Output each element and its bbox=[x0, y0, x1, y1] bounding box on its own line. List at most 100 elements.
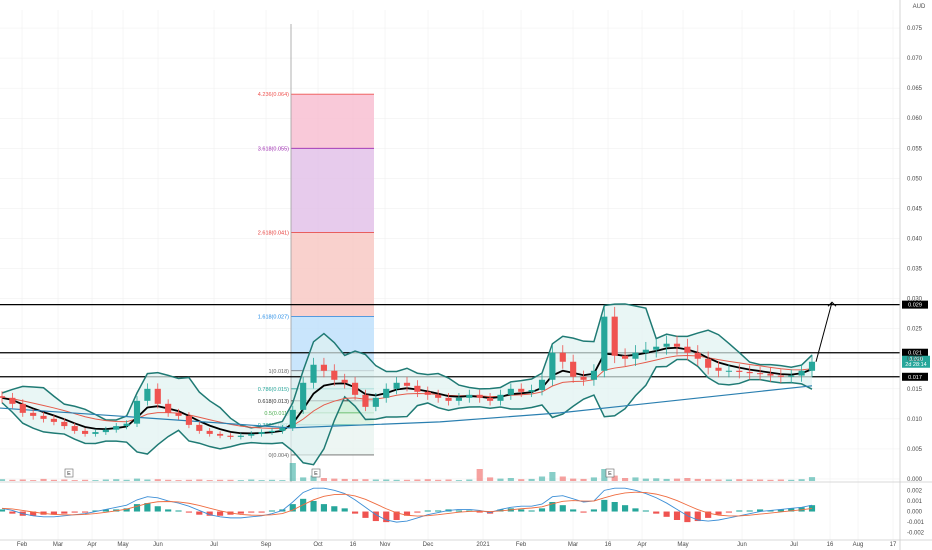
candle-body bbox=[268, 430, 276, 433]
fib-level-label: 3.618(0.055) bbox=[258, 146, 289, 152]
candle-body bbox=[40, 415, 47, 419]
macd-histogram-bar bbox=[82, 511, 89, 513]
volume-bar bbox=[310, 475, 317, 481]
candle-body bbox=[767, 373, 774, 376]
candle-body bbox=[19, 403, 26, 413]
macd-histogram-bar bbox=[175, 510, 182, 512]
x-tick-label: Jun bbox=[153, 542, 163, 548]
candle-body bbox=[705, 358, 712, 368]
x-tick-label: Mar bbox=[568, 542, 578, 548]
volume-bar bbox=[538, 476, 546, 481]
macd-histogram-bar bbox=[538, 508, 546, 512]
macd-histogram-bar bbox=[248, 511, 255, 513]
grid bbox=[0, 10, 900, 540]
volume-bar bbox=[528, 478, 535, 481]
fib-level-label: 1.618(0.027) bbox=[258, 315, 289, 321]
candle-body bbox=[362, 394, 369, 407]
fib-level-label: 0(0.004) bbox=[269, 453, 290, 459]
volume-bar bbox=[518, 479, 525, 481]
x-tick-label: 2021 bbox=[476, 542, 490, 548]
macd-histogram-bar bbox=[601, 499, 608, 512]
macd-histogram-bar bbox=[268, 510, 276, 512]
macd-histogram-bar bbox=[154, 506, 161, 512]
candle-body bbox=[549, 352, 556, 380]
volume-bar bbox=[466, 479, 473, 481]
volume-bar bbox=[133, 478, 141, 481]
macd-histogram-bar bbox=[653, 511, 660, 514]
macd-histogram-bar bbox=[559, 505, 566, 512]
volume-bar bbox=[757, 479, 764, 481]
macd-histogram-bar bbox=[206, 511, 213, 516]
fib-zone bbox=[291, 232, 374, 317]
macd-histogram-bar bbox=[476, 511, 483, 513]
macd-histogram-bar bbox=[383, 511, 390, 523]
macd-histogram-bar bbox=[705, 511, 712, 518]
x-tick-label: Feb bbox=[17, 542, 28, 548]
macd-histogram-bar bbox=[788, 508, 795, 512]
volume-bar bbox=[279, 480, 286, 481]
candle-body bbox=[393, 382, 400, 389]
level-tag bbox=[902, 300, 928, 309]
y-tick-label: 0.030 bbox=[907, 297, 923, 303]
candle-body bbox=[466, 394, 473, 398]
candle-body bbox=[300, 382, 307, 410]
level-tag bbox=[902, 372, 928, 381]
candle-body bbox=[144, 388, 151, 401]
x-tick-label: Sep bbox=[261, 542, 272, 548]
candle-body bbox=[372, 397, 379, 407]
fib-level-label: 1(0.018) bbox=[269, 369, 290, 375]
candle-body bbox=[175, 412, 182, 416]
y-tick-label: 0.060 bbox=[907, 116, 923, 122]
macd-histogram-bar bbox=[767, 510, 774, 512]
candle-body bbox=[757, 373, 764, 375]
volume-bar bbox=[788, 479, 795, 481]
macd-histogram-bar bbox=[341, 508, 348, 512]
volume-bar bbox=[767, 479, 774, 481]
volume-bar bbox=[268, 479, 276, 481]
macd-histogram-bar bbox=[71, 511, 78, 513]
candle-body bbox=[601, 316, 608, 371]
macd-histogram-bar bbox=[424, 510, 431, 512]
macd-histogram-bar bbox=[92, 510, 99, 512]
macd-histogram-bar bbox=[165, 509, 172, 512]
candle-body bbox=[777, 375, 784, 377]
candle-body bbox=[352, 382, 359, 395]
volume-bar bbox=[258, 480, 265, 481]
candle-body bbox=[0, 396, 6, 398]
candle-body bbox=[528, 390, 535, 392]
candle-body bbox=[653, 346, 660, 350]
volume-bar bbox=[196, 479, 203, 481]
macd-histogram-bar bbox=[30, 511, 37, 516]
volume-bar bbox=[725, 479, 732, 481]
x-tick-label: Dec bbox=[423, 542, 434, 548]
volume-bar bbox=[123, 479, 130, 481]
y-tick-label: 0.035 bbox=[907, 267, 923, 273]
candle-body bbox=[497, 394, 504, 401]
fib-level-label: 0.786(0.015) bbox=[258, 387, 289, 393]
candle-body bbox=[570, 361, 577, 377]
volume-bar bbox=[611, 475, 618, 481]
candle-body bbox=[487, 397, 494, 401]
earnings-marker bbox=[605, 468, 615, 478]
x-tick-label: Aug bbox=[853, 542, 864, 548]
volume-bar bbox=[102, 479, 109, 481]
volume-bar bbox=[445, 479, 452, 481]
y-tick-label: 0.015 bbox=[907, 387, 923, 393]
volume-bar bbox=[227, 479, 234, 481]
candle-body bbox=[82, 430, 89, 434]
y-tick-label: 0.045 bbox=[907, 206, 923, 212]
earnings-marker-label: E bbox=[314, 471, 318, 477]
candle-body bbox=[196, 424, 203, 431]
candle-body bbox=[663, 343, 670, 347]
candle-body bbox=[445, 397, 452, 401]
macd-y-tick-label: -0.001 bbox=[907, 520, 925, 526]
candle-body bbox=[538, 379, 546, 391]
volume-bar bbox=[601, 469, 608, 481]
macd-histogram-bar bbox=[725, 511, 732, 513]
x-tick-label: Oct bbox=[313, 542, 323, 548]
macd-histogram-bar bbox=[777, 509, 784, 512]
candles bbox=[0, 306, 816, 440]
earnings-marker bbox=[311, 468, 321, 478]
